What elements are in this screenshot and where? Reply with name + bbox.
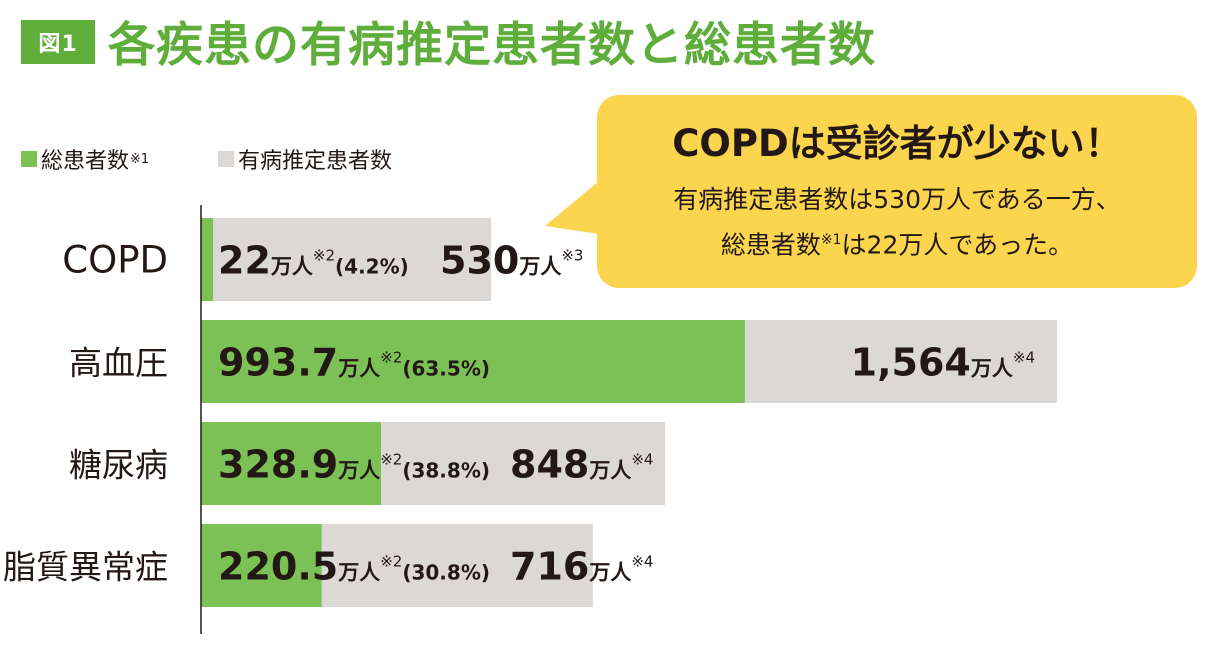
estimated-unit: 万人: [518, 255, 561, 279]
category-label: 脂質異常症: [3, 548, 168, 587]
legend-item-estimated: 有病推定患者数: [218, 143, 392, 175]
estimated-note: ※4: [1013, 349, 1035, 367]
callout-line-2-note: ※1: [820, 232, 842, 248]
data-label-estimated: 530万人※3: [440, 239, 583, 283]
category-label: COPD: [62, 239, 168, 282]
callout-headline: COPDは受診者が少ない！: [672, 122, 1122, 165]
bar-total: [201, 524, 322, 607]
legend-note-total: ※1: [130, 151, 150, 167]
estimated-unit: 万人: [588, 459, 631, 483]
category-label: 高血圧: [69, 344, 168, 383]
estimated-value: 1,564: [851, 341, 971, 385]
estimated-value: 848: [510, 443, 589, 487]
estimated-value: 716: [510, 545, 589, 589]
callout-box: COPDは受診者が少ない！ 有病推定患者数は530万人である一方、 総患者数※1…: [597, 95, 1197, 288]
legend-swatch-estimated: [218, 151, 234, 167]
legend-item-total: 総患者数 ※1: [21, 143, 149, 175]
callout-line-1: 有病推定患者数は530万人である一方、: [673, 185, 1121, 214]
bar-total: [201, 218, 214, 301]
data-label-estimated: 848万人※4: [510, 443, 653, 487]
estimated-unit: 万人: [970, 357, 1013, 381]
legend-label-total: 総患者数: [41, 149, 130, 174]
total-unit: 万人: [337, 561, 380, 585]
total-note: ※2: [380, 553, 402, 571]
chart-title: 各疾患の有病推定患者数と総患者数: [108, 18, 876, 73]
total-unit: 万人: [337, 357, 380, 381]
data-label-estimated: 1,564万人※4: [851, 341, 1035, 385]
data-label-total: 328.9万人※2(38.8%): [218, 443, 490, 487]
data-label-total: 993.7万人※2(63.5%): [218, 341, 490, 385]
callout-line-2-post: は22万人であった。: [841, 230, 1074, 260]
total-unit: 万人: [270, 255, 313, 279]
data-label-estimated: 716万人※4: [510, 545, 653, 589]
legend-swatch-total: [21, 151, 37, 167]
figure-label: 図1: [21, 20, 95, 64]
total-percent: (4.2%): [335, 255, 409, 279]
total-percent: (63.5%): [402, 357, 490, 381]
total-value: 328.9: [218, 443, 338, 487]
callout-line-2-pre: 総患者数: [720, 230, 821, 260]
total-unit: 万人: [337, 459, 380, 483]
bar-total: [201, 422, 382, 505]
estimated-note: ※4: [631, 451, 653, 469]
total-value: 22: [218, 239, 271, 283]
estimated-note: ※3: [561, 247, 583, 265]
total-note: ※2: [313, 247, 335, 265]
data-label-total: 22万人※2(4.2%): [218, 239, 409, 283]
total-value: 993.7: [218, 341, 338, 385]
total-percent: (38.8%): [402, 459, 490, 483]
callout-line-2: 総患者数※1は22万人であった。: [597, 220, 1197, 265]
estimated-unit: 万人: [588, 561, 631, 585]
bar-total: [201, 320, 745, 403]
total-note: ※2: [380, 451, 402, 469]
callout-body: 有病推定患者数は530万人である一方、 総患者数※1は22万人であった。: [597, 180, 1197, 265]
legend-label-estimated: 有病推定患者数: [238, 149, 393, 174]
bar-estimated: [201, 218, 492, 301]
total-note: ※2: [380, 349, 402, 367]
category-label: 糖尿病: [69, 446, 168, 485]
total-percent: (30.8%): [402, 561, 490, 585]
total-value: 220.5: [218, 545, 338, 589]
estimated-value: 530: [440, 239, 519, 283]
estimated-note: ※4: [631, 553, 653, 571]
data-label-total: 220.5万人※2(30.8%): [218, 545, 490, 589]
